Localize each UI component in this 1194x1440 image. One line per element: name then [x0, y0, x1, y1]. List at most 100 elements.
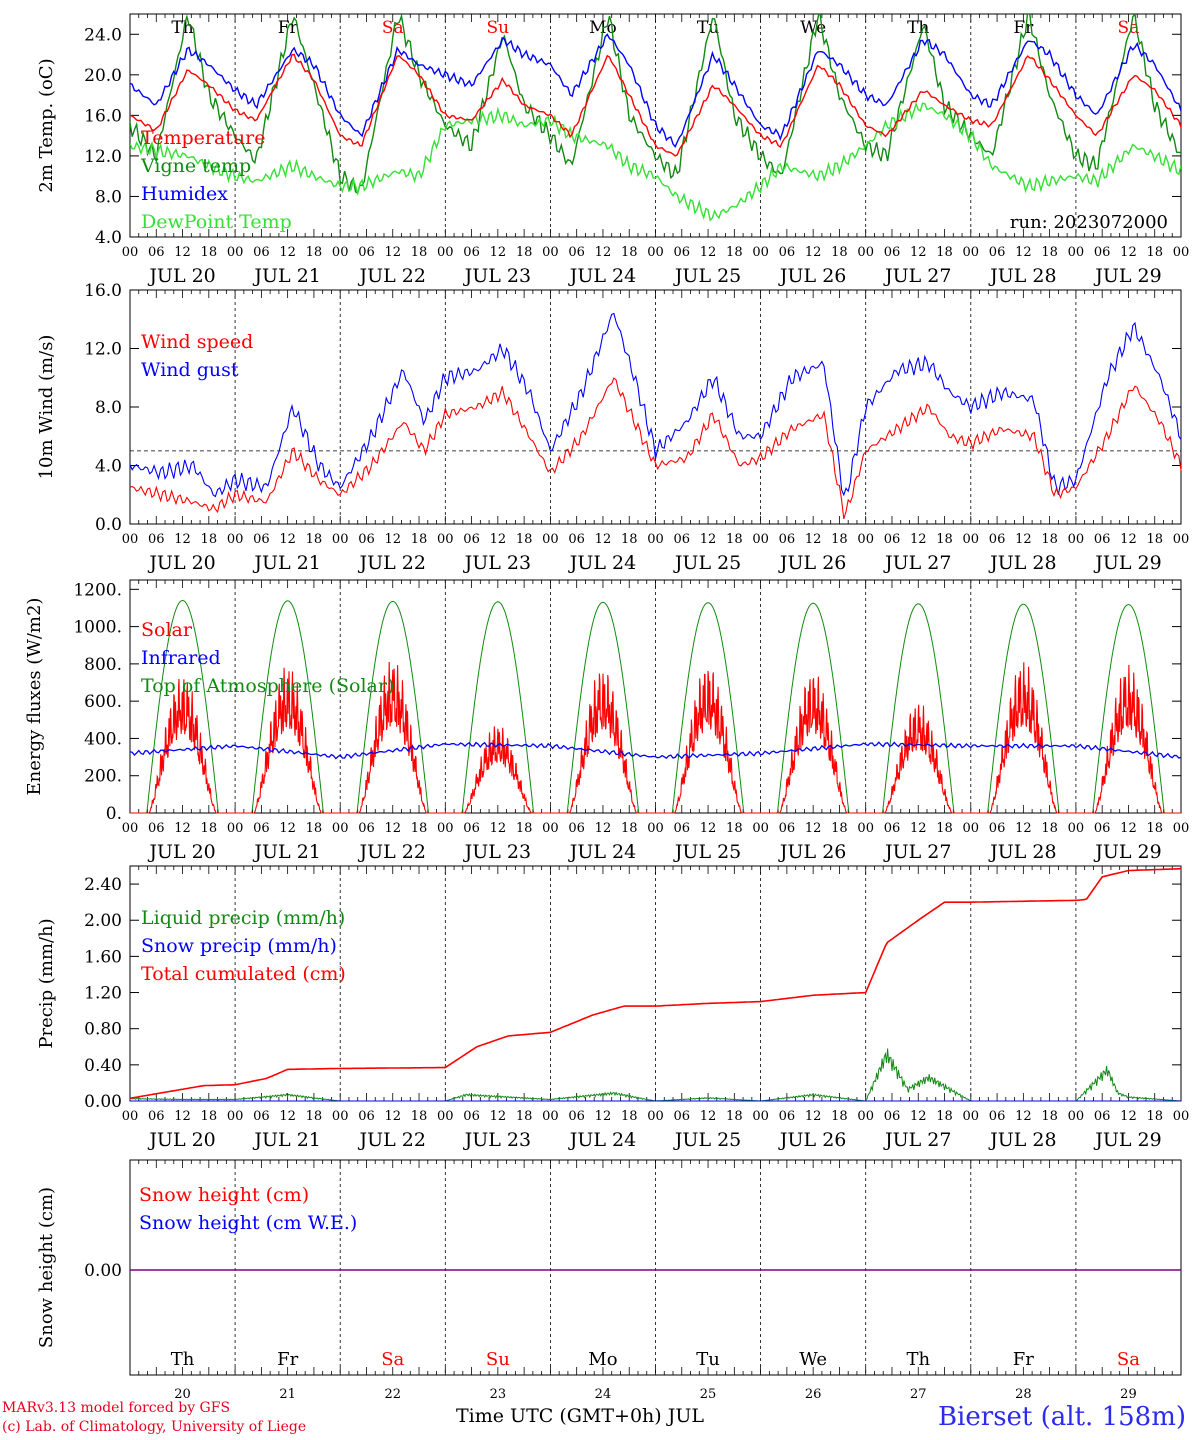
series-wind-speed: [129, 377, 1182, 520]
y-tick-label: 0.00: [84, 1261, 122, 1281]
hour-tick-label: 18: [201, 245, 218, 260]
date-label: JUL 26: [778, 841, 846, 863]
series-vigne-temp: [130, 14, 1181, 195]
hour-tick-label: 00: [647, 821, 664, 836]
day-number-label: 27: [910, 1387, 927, 1402]
hour-tick-label: 18: [726, 532, 743, 547]
hour-tick-label: 12: [595, 1109, 612, 1124]
run-annotation: run: 2023072000: [1010, 212, 1168, 233]
weekday-label: Th: [906, 1349, 930, 1370]
date-label: JUL 21: [252, 841, 320, 863]
hour-tick-label: 06: [463, 1109, 480, 1124]
date-label: JUL 29: [1093, 552, 1161, 574]
y-axis-label: Precip (mm/h): [36, 918, 57, 1048]
y-tick-label: 400.: [84, 729, 122, 749]
hour-tick-label: 00: [647, 532, 664, 547]
day-number-label: 21: [279, 1387, 296, 1402]
hour-tick-label: 06: [989, 245, 1006, 260]
hour-tick-label: 00: [542, 245, 559, 260]
hour-tick-label: 18: [201, 532, 218, 547]
hour-tick-label: 06: [1094, 532, 1111, 547]
hour-tick-label: 06: [253, 1109, 270, 1124]
panel-1: 00 06 12 18 JUL 20 00 06 12 18 JUL 21 00 06 12 18 JUL …: [36, 13, 1189, 287]
model-credit: MARv3.13 model forced by GFS: [2, 1400, 231, 1416]
hour-tick-label: 18: [306, 532, 323, 547]
hour-tick-label: 06: [358, 1109, 375, 1124]
hour-tick-label: 00: [332, 821, 349, 836]
date-label: JUL 24: [568, 552, 636, 574]
y-tick-label: 24.0: [84, 25, 122, 45]
hour-tick-label: 12: [595, 532, 612, 547]
hour-tick-label: 12: [490, 821, 507, 836]
y-tick-label: 1200.: [73, 580, 122, 600]
hour-tick-label: 12: [279, 245, 296, 260]
hour-tick-label: 00: [332, 1109, 349, 1124]
hour-tick-label: 12: [805, 821, 822, 836]
hour-tick-label: 18: [516, 532, 533, 547]
y-axis-label: 2m Temp. (oC): [36, 58, 57, 192]
hour-tick-label: 00: [752, 821, 769, 836]
hour-tick-label: 12: [595, 821, 612, 836]
legend-total-cumulated-cm-: Total cumulated (cm): [141, 963, 346, 985]
hour-tick-label: 00: [227, 532, 244, 547]
hour-tick-label: 06: [1094, 821, 1111, 836]
y-tick-label: 1.60: [84, 947, 122, 967]
series-solar: [130, 661, 1181, 814]
hour-tick-label: 06: [674, 1109, 691, 1124]
hour-tick-label: 12: [384, 821, 401, 836]
day-number-label: 23: [490, 1387, 507, 1402]
y-tick-label: 20.0: [84, 66, 122, 86]
hour-tick-label: 18: [831, 532, 848, 547]
hour-tick-label: 12: [490, 532, 507, 547]
hour-tick-label: 12: [700, 821, 717, 836]
hour-tick-label: 00: [752, 1109, 769, 1124]
y-tick-label: 1.20: [84, 984, 122, 1004]
hour-tick-label: 00: [857, 245, 874, 260]
hour-tick-label: 06: [253, 532, 270, 547]
date-label: JUL 20: [147, 841, 215, 863]
hour-tick-label: 18: [621, 532, 638, 547]
panel-5: 0.00 Snow height (cm) Snow height (cm W.E.…: [36, 1159, 1182, 1402]
hour-tick-label: 18: [411, 821, 428, 836]
date-label: JUL 25: [673, 265, 741, 287]
weekday-label: We: [800, 18, 826, 38]
hour-tick-label: 12: [1120, 821, 1137, 836]
hour-tick-label: 06: [674, 821, 691, 836]
panel-3: 00 06 12 18 JUL 20 00 06 12 18 JUL 21 00 06 12 18 JUL …: [24, 579, 1190, 863]
series-dewpoint-temp: [130, 101, 1181, 222]
day-number-label: 24: [595, 1387, 612, 1402]
hour-tick-label: 00: [857, 532, 874, 547]
series-temperature: [130, 53, 1181, 157]
hour-tick-label: 18: [1041, 821, 1058, 836]
hour-tick-label: 06: [884, 1109, 901, 1124]
hour-tick-label: 06: [253, 245, 270, 260]
series-group: [130, 14, 1181, 222]
y-tick-label: 12.0: [84, 147, 122, 167]
weekday-label: Tu: [697, 18, 719, 38]
hour-tick-label: 06: [989, 821, 1006, 836]
series-wind-gust: [129, 312, 1182, 498]
legend-dewpoint-temp: DewPoint Temp: [141, 211, 292, 233]
hour-tick-label: 06: [1094, 245, 1111, 260]
hour-tick-label: 18: [621, 1109, 638, 1124]
hour-tick-label: 00: [122, 1109, 139, 1124]
series-humidex: [130, 33, 1181, 149]
y-tick-label: 16.0: [84, 106, 122, 126]
hour-tick-label: 18: [306, 1109, 323, 1124]
hour-tick-label: 06: [989, 1109, 1006, 1124]
hour-tick-label: 18: [936, 245, 953, 260]
y-tick-label: 2.00: [84, 911, 122, 931]
weekday-label: Su: [486, 1349, 510, 1370]
hour-tick-label: 12: [174, 532, 191, 547]
hour-tick-label: 00: [1173, 821, 1190, 836]
panel-4: 00 06 12 18 JUL 20 00 06 12 18 JUL 21 00 06 12 18 JUL …: [36, 865, 1189, 1151]
hour-tick-label: 12: [700, 532, 717, 547]
hour-tick-label: 18: [201, 821, 218, 836]
weekday-label: Su: [487, 18, 510, 38]
date-label: JUL 20: [147, 552, 215, 574]
hour-tick-label: 12: [490, 245, 507, 260]
station-name: Bierset (alt. 158m): [937, 1402, 1186, 1432]
hour-tick-label: 00: [437, 532, 454, 547]
y-tick-label: 800.: [84, 655, 122, 675]
weekday-label: Tu: [696, 1349, 720, 1370]
